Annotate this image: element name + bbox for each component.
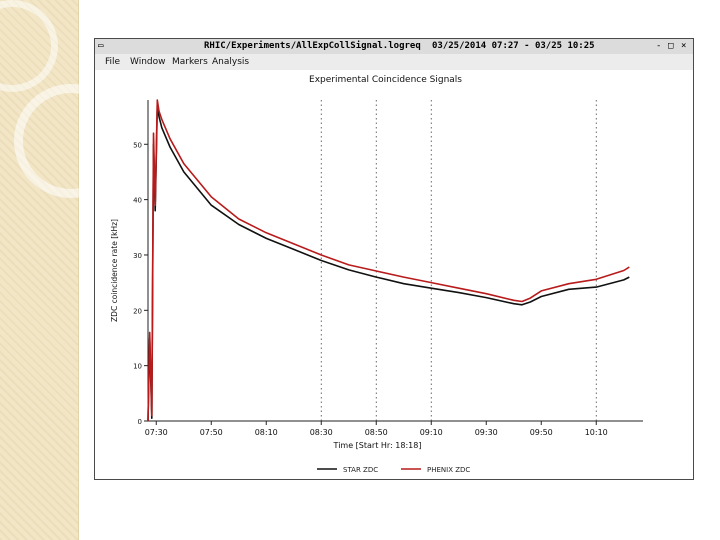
x-tick-label: 08:10 bbox=[255, 428, 278, 437]
menu-file[interactable]: File bbox=[105, 57, 121, 67]
window-date-range: 03/25/2014 07:27 - 03/25 10:25 bbox=[432, 41, 595, 51]
menu-window[interactable]: Window bbox=[130, 57, 166, 67]
x-tick-label: 09:50 bbox=[530, 428, 553, 437]
minimize-icon[interactable]: - bbox=[656, 41, 662, 51]
close-icon[interactable]: × bbox=[681, 41, 687, 51]
maximize-icon[interactable]: □ bbox=[668, 41, 674, 51]
slide-decoration-band bbox=[0, 0, 128, 540]
y-axis-label: ZDC coincidence rate [kHz] bbox=[110, 219, 119, 322]
app-window: ▭ RHIC/Experiments/AllExpCollSignal.logr… bbox=[94, 38, 694, 480]
menu-bar: File Window Markers Analysis bbox=[95, 54, 693, 71]
y-tick-label: 50 bbox=[133, 141, 142, 149]
series-line-phenix-zdc bbox=[147, 99, 630, 422]
window-menu-icon[interactable]: ▭ bbox=[98, 41, 104, 51]
title-bar[interactable]: ▭ RHIC/Experiments/AllExpCollSignal.logr… bbox=[95, 39, 693, 55]
y-tick-label: 20 bbox=[133, 307, 142, 315]
chart-title: Experimental Coincidence Signals bbox=[309, 75, 462, 85]
x-tick-label: 09:10 bbox=[420, 428, 443, 437]
x-axis-label: Time [Start Hr: 18:18] bbox=[333, 441, 422, 450]
window-title: RHIC/Experiments/AllExpCollSignal.logreq bbox=[204, 41, 421, 51]
y-tick-label: 0 bbox=[138, 418, 142, 426]
x-tick-label: 07:50 bbox=[200, 428, 223, 437]
x-tick-label: 07:30 bbox=[145, 428, 168, 437]
x-tick-label: 08:50 bbox=[365, 428, 388, 437]
x-tick-label: 09:30 bbox=[475, 428, 498, 437]
y-tick-label: 30 bbox=[133, 252, 142, 260]
menu-markers[interactable]: Markers bbox=[172, 57, 208, 67]
x-tick-label: 10:10 bbox=[585, 428, 608, 437]
legend-label: PHENIX ZDC bbox=[427, 466, 470, 474]
x-tick-label: 08:30 bbox=[310, 428, 333, 437]
y-tick-label: 40 bbox=[133, 197, 142, 205]
y-tick-label: 10 bbox=[133, 363, 142, 371]
decoration-ring bbox=[0, 0, 58, 92]
coincidence-chart: Experimental Coincidence Signals 0 10 20 30 4… bbox=[95, 70, 693, 479]
legend-label: STAR ZDC bbox=[343, 466, 378, 474]
menu-analysis[interactable]: Analysis bbox=[212, 57, 250, 67]
